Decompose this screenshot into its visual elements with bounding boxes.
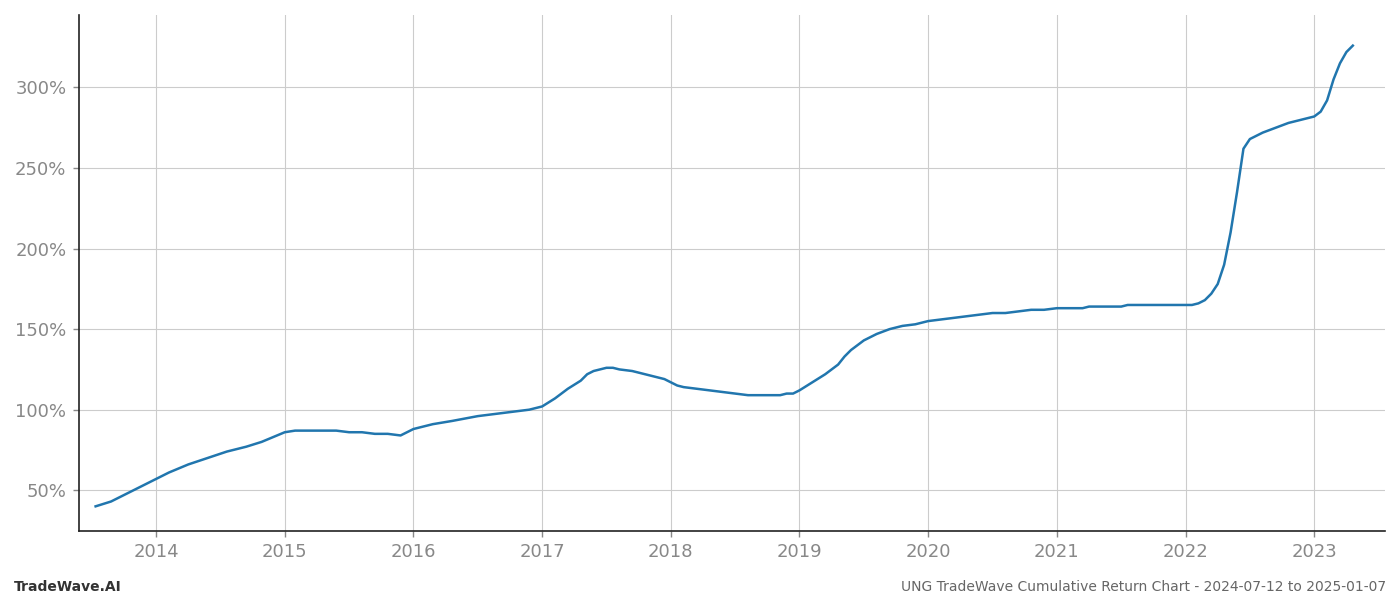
Text: TradeWave.AI: TradeWave.AI <box>14 580 122 594</box>
Text: UNG TradeWave Cumulative Return Chart - 2024-07-12 to 2025-01-07: UNG TradeWave Cumulative Return Chart - … <box>900 580 1386 594</box>
